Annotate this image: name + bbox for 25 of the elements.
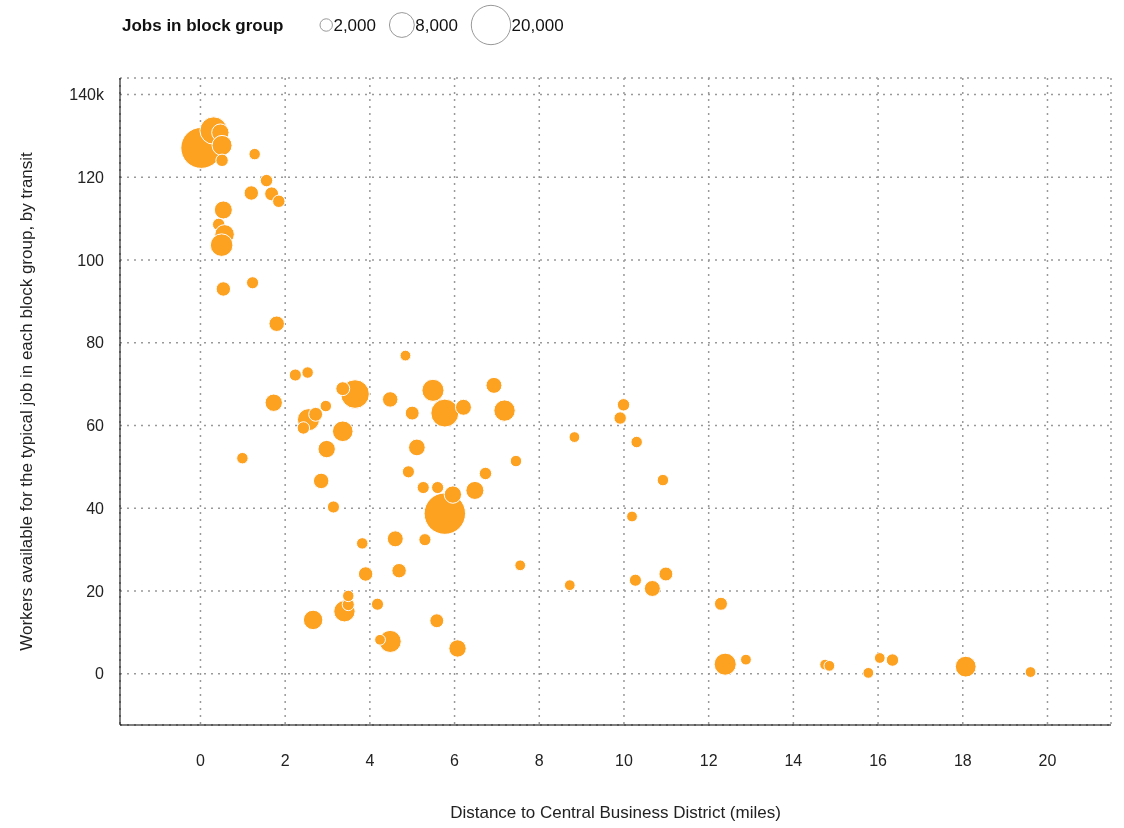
y-tick-label: 80: [86, 334, 105, 352]
x-axis-title: Distance to Central Business District (miles): [450, 803, 781, 822]
x-tick-label: 10: [615, 752, 633, 770]
x-tick-label: 20: [1038, 752, 1057, 770]
y-tick-label: 140k: [69, 86, 105, 104]
y-tick-label: 40: [86, 499, 105, 517]
x-tick-label: 4: [365, 752, 375, 770]
legend-label: 8,000: [415, 16, 458, 35]
y-axis-title: Workers available for the typical job in each block group, by transit: [17, 151, 37, 651]
legend-label: 2,000: [333, 16, 376, 35]
x-tick-label: 14: [784, 752, 803, 770]
x-tick-label: 18: [953, 752, 972, 770]
legend-title: Jobs in block group: [122, 16, 284, 35]
legend-label: 20,000: [511, 16, 564, 35]
x-tick-label: 8: [534, 752, 544, 770]
x-tick-label: 6: [450, 752, 460, 770]
x-tick-label: 16: [869, 752, 888, 770]
y-tick-label: 100: [77, 251, 105, 269]
y-tick-label: 60: [86, 417, 105, 435]
y-tick-label: 120: [77, 168, 105, 186]
x-tick-label: 12: [699, 752, 718, 770]
x-tick-label: 2: [280, 752, 290, 770]
x-tick-label: 0: [196, 752, 206, 770]
y-tick-label: 20: [86, 582, 105, 600]
y-tick-label: 0: [95, 665, 105, 683]
